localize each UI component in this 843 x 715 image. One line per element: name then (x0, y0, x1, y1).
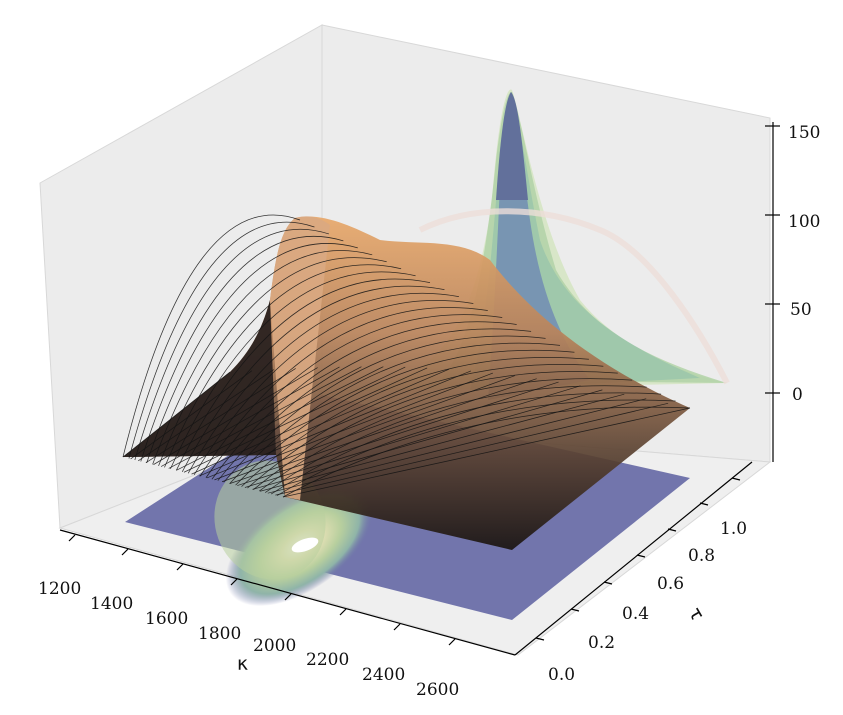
x-tick-label: 2600 (416, 680, 459, 700)
wireframe-line (134, 229, 330, 461)
wireframe-line (158, 257, 387, 467)
wireframe-line (206, 370, 472, 479)
y-tick (535, 637, 545, 641)
y-tick-label: 0.0 (548, 665, 575, 685)
x-tick (393, 623, 401, 631)
wireframe-line (187, 292, 459, 474)
surface-body (123, 216, 690, 551)
x-tick (176, 563, 184, 571)
x-tick-label: 1800 (198, 624, 241, 644)
floor-projection-peak (291, 537, 319, 553)
wireframe-line (128, 221, 315, 459)
wireframe-line (259, 378, 633, 492)
y-axis-line (514, 461, 753, 656)
surface-wireframe (122, 214, 691, 498)
wireframe-line (252, 389, 603, 490)
wireframe-line (282, 407, 691, 498)
wireframe-line (270, 392, 662, 495)
y-tick (731, 477, 741, 481)
wireframe-line (221, 375, 515, 483)
wireframe-line (265, 385, 647, 493)
axes (59, 122, 774, 656)
z-tick-label: 0 (792, 385, 803, 405)
z-tick-labels: 0 50 100 150 (788, 123, 820, 405)
wireframe-line (181, 285, 445, 472)
y-tick (667, 528, 677, 532)
x-tick (284, 593, 292, 601)
x-tick-label: 2400 (362, 665, 405, 685)
z-tick-label: 100 (788, 212, 820, 232)
x-tick-label: 1600 (145, 609, 188, 629)
wireframe-line (152, 250, 373, 465)
y-axis-label: τ (684, 604, 709, 625)
x-tick-label: 2200 (306, 650, 349, 670)
x-tick (121, 548, 129, 556)
surface-ridge (270, 216, 330, 501)
wireframe-line (214, 372, 493, 481)
wireframe-line (267, 398, 647, 494)
wireframe-line (205, 314, 503, 478)
y-tick-label: 1.0 (720, 519, 747, 539)
x-tick-label: 1200 (38, 579, 81, 599)
surface (122, 214, 691, 551)
x-tick (448, 638, 456, 646)
wireframe-line (153, 367, 318, 465)
wireframe-line (122, 214, 301, 458)
wireframe-line (130, 370, 253, 460)
wireframe-line (146, 243, 358, 464)
wireframe-line (168, 366, 362, 469)
x-tick (68, 534, 76, 542)
x-tick-label: 1400 (90, 594, 133, 614)
y-tick-labels: 0.0 0.2 0.4 0.6 0.8 1.0 (548, 519, 747, 685)
x-tick (339, 608, 347, 616)
wireframe-line (199, 307, 488, 477)
wireframe-line (175, 278, 431, 471)
y-tick-label: 0.8 (688, 546, 715, 566)
wireframe-line (244, 385, 581, 488)
wireframe-line (183, 366, 406, 473)
y-tick (636, 554, 646, 558)
wireframe-line (191, 367, 428, 475)
wireframe-line (145, 368, 296, 464)
wireframe-line (199, 368, 450, 477)
wireframe-line (138, 369, 275, 462)
wireframe-line (140, 236, 344, 462)
wireframe-line (176, 366, 384, 471)
wireframe-line (253, 371, 618, 490)
wireframe-line (164, 264, 402, 468)
y-tick (699, 502, 709, 506)
wireframe-line (223, 335, 546, 483)
y-tick-label: 0.2 (588, 633, 615, 653)
wireframe-line (241, 356, 589, 487)
y-tick-label: 0.4 (622, 604, 649, 624)
wireframe-line (170, 271, 416, 470)
wireframe-line (247, 364, 604, 489)
wireframe-line (122, 371, 231, 458)
wireframe-line (211, 321, 517, 480)
wireframe-line (193, 300, 474, 475)
y-tick-label: 0.6 (657, 574, 684, 594)
wireframe-line (276, 399, 676, 496)
x-axis-line (59, 529, 516, 656)
y-tick (570, 608, 580, 612)
x-axis-label: κ (237, 653, 248, 675)
axis-ticks (68, 125, 780, 646)
wireframe-line (275, 402, 669, 496)
x-tick (230, 578, 238, 586)
y-tick (603, 581, 613, 585)
wireframe-line (237, 381, 559, 486)
surface-front-face (123, 300, 276, 457)
wireframe-line (229, 378, 537, 485)
z-tick-label: 150 (788, 123, 820, 143)
z-tick-label: 50 (790, 300, 812, 320)
wireframe-line (260, 393, 625, 492)
wireframe-line (229, 342, 561, 484)
x-tick-labels: 1200 1400 1600 1800 2000 2200 2400 2600 (38, 579, 459, 700)
x-tick-label: 2000 (253, 636, 296, 656)
back-projection-band (418, 208, 730, 385)
wireframe-line (160, 366, 340, 467)
back-projection-peak (496, 92, 528, 200)
wireframe-line (235, 349, 575, 486)
